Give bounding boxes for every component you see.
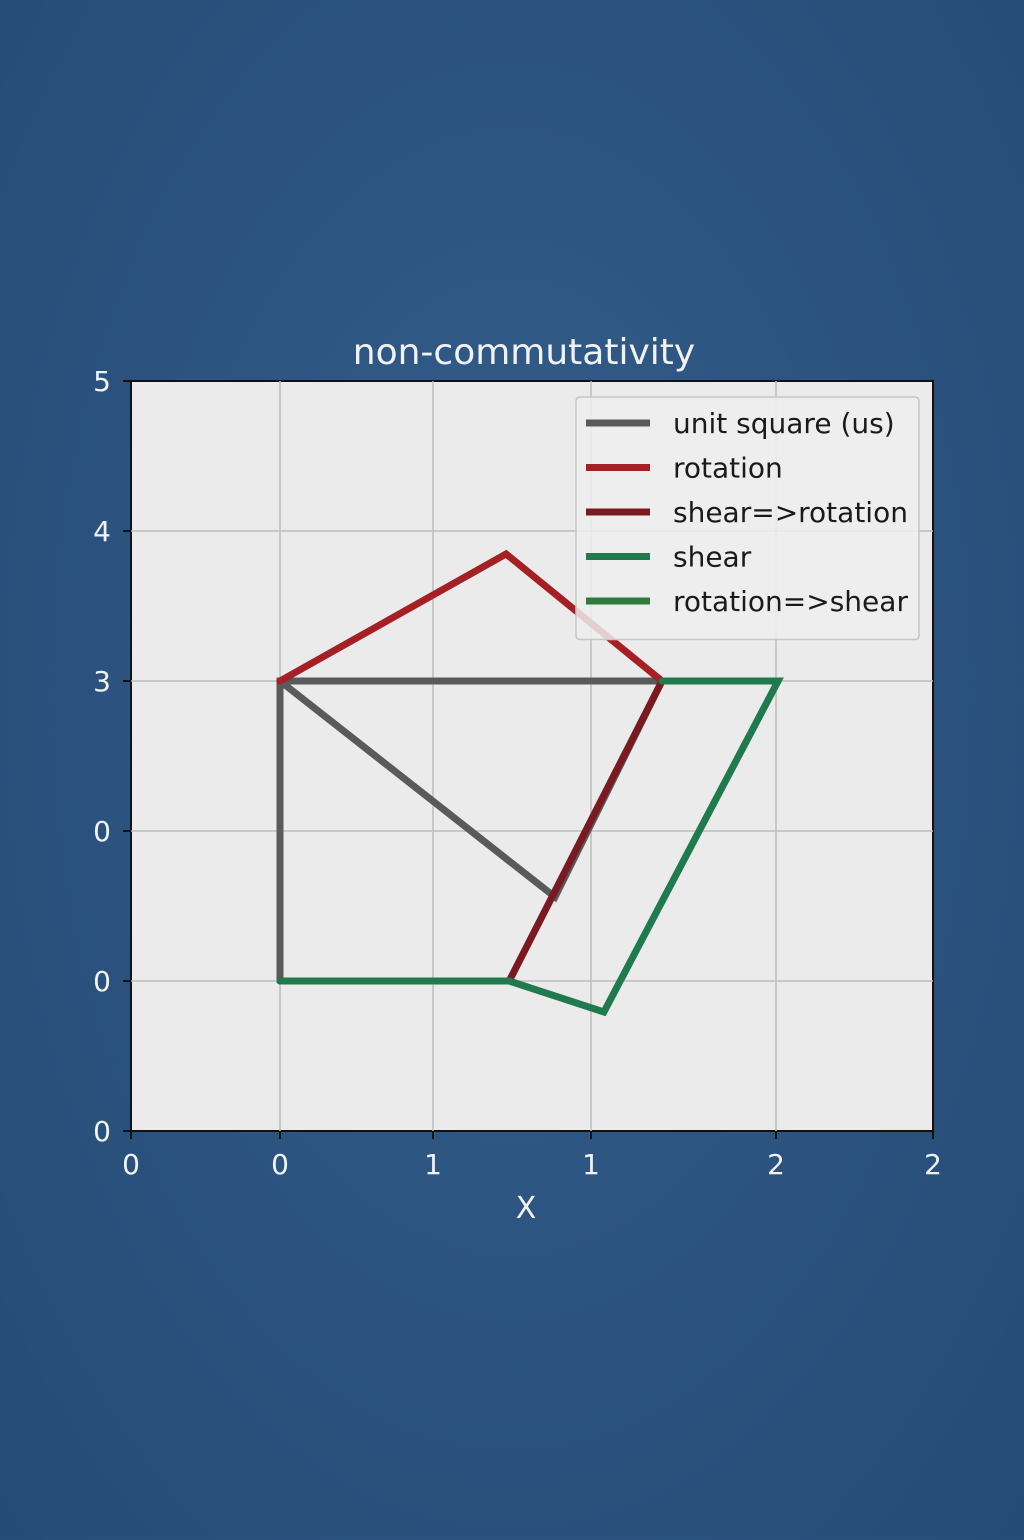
legend-label: rotation — [673, 452, 783, 485]
x-axis-label: X — [516, 1191, 537, 1226]
y-tick-label: 5 — [93, 365, 111, 398]
legend-label: shear — [673, 541, 752, 574]
x-tick-label: 1 — [582, 1148, 600, 1181]
x-tick-label: 2 — [924, 1148, 942, 1181]
legend-box — [575, 396, 920, 641]
legend-label: unit square (us) — [673, 407, 895, 440]
y-tick-label: 0 — [93, 815, 111, 848]
y-tick-label: 4 — [93, 515, 111, 548]
legend: unit square (us) rotation shear=>rotation s… — [575, 396, 920, 641]
series-line-4 — [276, 677, 784, 1017]
series-layer — [276, 549, 784, 1017]
y-tick-label: 0 — [93, 965, 111, 998]
x-tick-label: 1 — [424, 1148, 442, 1181]
legend-label: rotation=>shear — [673, 585, 908, 618]
grid-lines — [131, 381, 933, 1131]
legend-label: shear=>rotation — [673, 496, 908, 529]
x-tick-label: 0 — [122, 1148, 140, 1181]
y-tick-label: 3 — [93, 665, 111, 698]
x-tick-label: 0 — [271, 1148, 289, 1181]
x-tick-label: 2 — [767, 1148, 785, 1181]
y-tick-label: 0 — [93, 1115, 111, 1148]
series-line-3 — [505, 677, 666, 985]
chart-title: non-commutativity — [353, 332, 695, 373]
